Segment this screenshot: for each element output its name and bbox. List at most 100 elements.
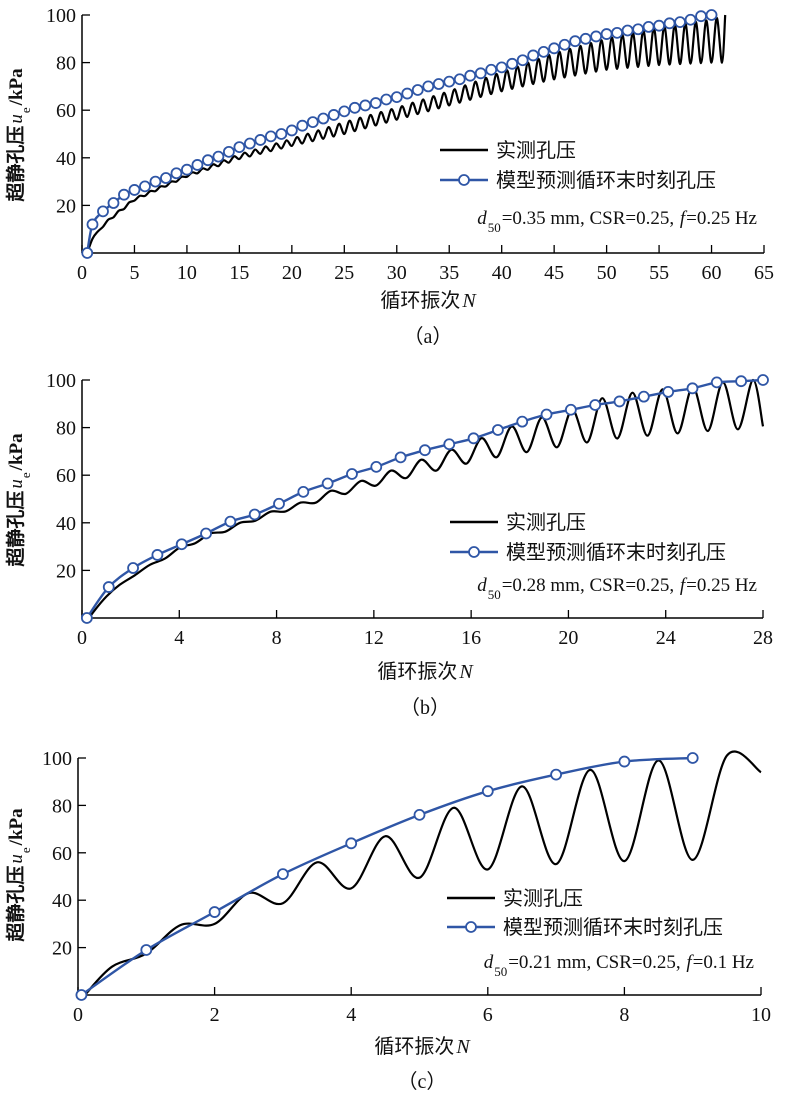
model-prediction-point [474,67,487,80]
model-prediction-point [102,581,115,593]
legend-model-marker [458,174,470,186]
model-prediction-point [390,91,403,104]
y-tick-label: 100 [46,370,76,392]
y-label-text: 超静孔压 [4,491,27,568]
model-prediction-point [254,134,267,146]
model-prediction-point [662,385,675,398]
model-prediction-point [345,837,358,850]
y-tick-label: 60 [52,843,72,865]
x-label-var: N [458,661,474,683]
model-prediction-point [642,20,655,33]
annotation-d: d [477,208,487,229]
model-prediction-point [590,30,603,43]
model-prediction-point [359,99,372,112]
model-prediction-point [579,32,592,45]
x-tick-label: 45 [544,262,564,284]
model-prediction-point [297,485,310,498]
model-prediction-point [273,497,285,510]
model-prediction-point [149,175,162,188]
model-prediction-point [600,28,613,40]
y-tick-label: 60 [56,100,76,122]
model-prediction-point [613,395,626,408]
model-prediction-point [757,374,769,386]
chart-panel-c: 0 2 4 6 8 10 20 40 60 80 100 超静孔压 ue/kPa 循环振次 N （c） 实测孔压… [4,748,771,1093]
model-prediction-point [432,78,445,90]
annotation-text1: =0.35 mm, CSR=0.25, [502,208,679,229]
chart-panel-a: 0 5 10 15 20 25 30 35 40 45 50 55 60 65 20 40 60 80 100 超静孔… [4,5,774,348]
y-tick-label: 20 [56,560,76,582]
model-prediction-point [127,562,139,574]
model-prediction-point [686,382,699,395]
model-prediction-point [276,868,289,881]
x-tick-label: 20 [282,262,302,284]
annotation-text1: =0.28 mm, CSR=0.25, [502,575,679,596]
model-prediction-point [86,218,99,231]
y-label-sub: e [18,472,33,478]
x-tick-label: 5 [129,262,139,284]
x-axis-label: 循环振次 N [377,660,474,683]
test-conditions-annotation: d50=0.35 mm, CSR=0.25, f=0.25 Hz [477,208,757,235]
x-tick-label: 30 [387,262,407,284]
model-prediction-point [81,247,94,259]
model-prediction-point [97,205,109,218]
model-prediction-point [327,109,340,121]
y-label-text: 超静孔压 [4,126,27,203]
model-prediction-point [611,26,624,39]
model-prediction-point [550,768,562,781]
panel-label: （c） [398,1070,447,1093]
model-prediction-point [684,13,697,26]
model-prediction-point [200,527,212,540]
panel-label: （b） [400,696,450,719]
panel-label: （a） [404,325,453,348]
model-prediction-point [128,184,141,196]
model-prediction-point [118,188,130,201]
annotation-text2: =0.25 Hz [686,208,757,229]
annotation-d-sub: 50 [488,587,501,602]
x-tick-label: 60 [702,262,722,284]
x-tick-label: 4 [174,627,184,649]
model-prediction-point [296,119,309,132]
x-tick-label: 16 [461,627,481,649]
y-tick-label: 60 [56,465,76,487]
measured-pore-pressure-line [88,378,765,619]
y-label-sub: e [18,107,33,113]
model-prediction-point [321,477,334,490]
y-label-unit: /kPa [6,68,27,106]
y-axis-label: 超静孔压 ue/kPa [4,808,33,943]
x-tick-label: 55 [649,262,669,284]
model-prediction-point [222,145,235,158]
model-prediction-point [248,508,261,521]
annotation-d: d [484,952,494,973]
model-prediction-point [705,9,718,21]
model-prediction-point [394,451,407,464]
model-prediction-point [285,124,298,137]
legend-model-label: 模型预测循环末时刻孔压 [503,915,723,939]
legend-measured-label: 实测孔压 [506,510,586,534]
x-label-text: 循环振次 [377,660,457,683]
y-label-var: u [6,854,27,864]
model-prediction-point [443,75,456,88]
model-prediction-point [548,42,561,55]
x-tick-label: 0 [77,262,87,284]
annotation-text2: =0.1 Hz [693,952,754,973]
legend-measured-label: 实测孔压 [496,138,576,162]
model-prediction-point [481,785,494,798]
x-tick-label: 15 [229,262,249,284]
x-axis-label: 循环振次 N [380,289,477,312]
model-prediction-point [527,49,540,62]
annotation-d: d [477,575,487,596]
model-prediction-point [419,444,431,457]
model-prediction-point [422,80,435,93]
model-prediction-point [75,989,88,1001]
x-tick-label: 8 [272,627,282,649]
model-prediction-line [80,756,693,996]
model-prediction-point [170,167,183,180]
y-axis-label: 超静孔压 ue/kPa [4,433,33,568]
model-prediction-point [558,38,571,51]
legend-model-marker [465,921,477,933]
model-prediction-point [618,755,631,768]
model-prediction-point [346,468,358,480]
annotation-text1: =0.21 mm, CSR=0.25, [508,952,685,973]
